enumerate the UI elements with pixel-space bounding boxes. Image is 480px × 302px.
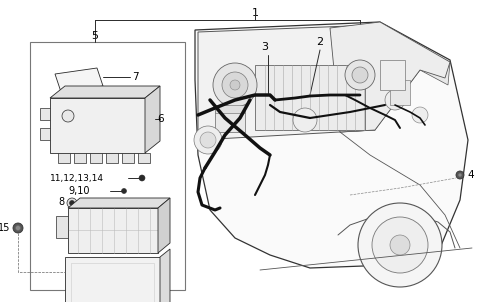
Text: 9,10: 9,10 (68, 186, 89, 196)
Circle shape (200, 132, 216, 148)
Polygon shape (340, 25, 450, 132)
Circle shape (67, 198, 77, 208)
Text: 1: 1 (252, 8, 259, 18)
Circle shape (456, 171, 464, 179)
Circle shape (194, 126, 222, 154)
Text: 7: 7 (132, 72, 139, 82)
Bar (50, 98, 145, 153)
Polygon shape (145, 86, 160, 153)
Bar (68, 208, 158, 253)
Polygon shape (55, 68, 103, 92)
Text: 3: 3 (262, 42, 268, 52)
Polygon shape (68, 198, 170, 208)
Circle shape (345, 60, 375, 90)
Circle shape (293, 108, 317, 132)
Bar (74, 153, 86, 163)
Text: 11,12,13,14: 11,12,13,14 (50, 174, 104, 182)
Text: 2: 2 (316, 37, 324, 47)
Polygon shape (160, 249, 170, 302)
Bar (215, 110, 245, 132)
Circle shape (390, 235, 410, 255)
Circle shape (385, 90, 405, 110)
Polygon shape (195, 22, 468, 268)
Bar (122, 153, 134, 163)
Bar (58, 153, 70, 163)
Circle shape (213, 63, 257, 107)
Circle shape (62, 110, 74, 122)
Text: 8: 8 (58, 197, 64, 207)
Text: 4: 4 (467, 170, 474, 180)
Circle shape (70, 201, 74, 205)
Circle shape (15, 226, 21, 230)
Circle shape (458, 173, 462, 177)
Circle shape (230, 80, 240, 90)
Circle shape (358, 203, 442, 287)
Bar (138, 153, 150, 163)
Bar (71, 263, 154, 302)
Bar (106, 153, 118, 163)
Text: 5: 5 (92, 31, 98, 41)
Circle shape (352, 67, 368, 83)
Polygon shape (50, 86, 160, 98)
Bar (390, 80, 410, 105)
Text: 6: 6 (157, 114, 164, 124)
Circle shape (222, 72, 248, 98)
Bar (65, 257, 160, 302)
Circle shape (139, 175, 145, 181)
Bar (380, 60, 405, 90)
Circle shape (372, 217, 428, 273)
Polygon shape (330, 22, 450, 132)
Polygon shape (198, 25, 375, 140)
Text: 15: 15 (0, 223, 10, 233)
Circle shape (121, 188, 127, 194)
Circle shape (412, 107, 428, 123)
Bar (215, 105, 245, 113)
Bar (56, 216, 68, 238)
Bar (40, 108, 50, 120)
Bar (90, 153, 102, 163)
Bar (40, 128, 50, 140)
Polygon shape (158, 198, 170, 253)
Circle shape (13, 223, 23, 233)
Bar (255, 65, 365, 130)
Bar (30, 42, 185, 290)
